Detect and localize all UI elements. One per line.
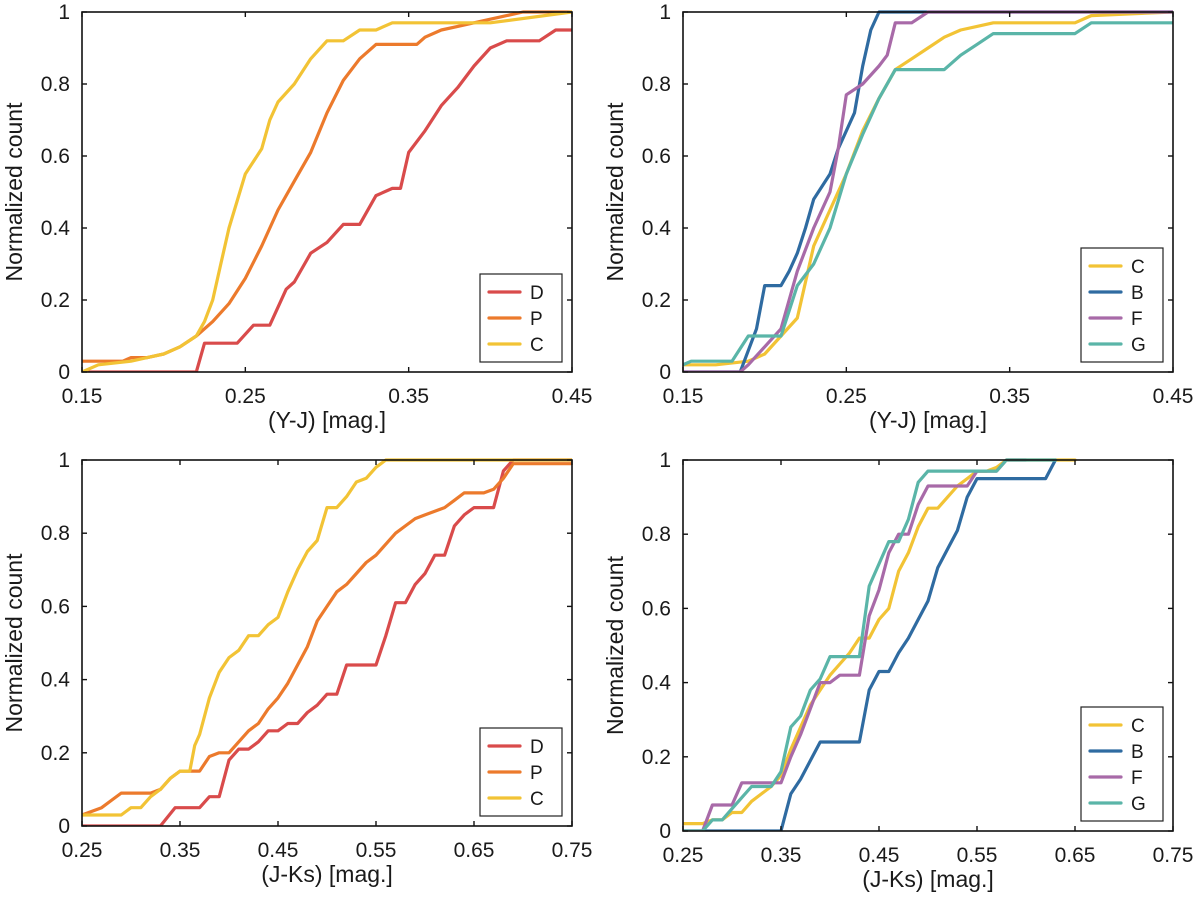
y-tick-label: 0.6: [41, 595, 70, 618]
x-tick-label: 0.45: [859, 844, 900, 867]
plot-frame: [682, 11, 1174, 373]
y-tick-label: 0.8: [642, 523, 671, 546]
x-tick-label: 0.65: [454, 839, 495, 862]
x-tick-label: 0.55: [957, 844, 998, 867]
series-line-D: [82, 28, 572, 372]
x-tick-label: 0.35: [761, 844, 802, 867]
legend-label-C: C: [1131, 716, 1145, 737]
series-group: [82, 458, 572, 826]
x-tick-label: 0.55: [356, 839, 397, 862]
x-tick-label: 0.25: [663, 844, 704, 867]
x-tick-label: 0.25: [225, 385, 266, 408]
chart-top-right: 0.15 0.25 0.35 0.45 0 0.2 0.4 0.6 0.8 1 (Y-J) [mag…: [602, 1, 1193, 433]
y-tick-label: 0.6: [642, 597, 671, 620]
x-axis-label: (J-Ks) [mag.]: [261, 861, 393, 887]
legend-label-C: C: [1131, 257, 1145, 278]
legend-label-P: P: [530, 309, 543, 330]
series-line-C: [683, 458, 1077, 826]
y-tick-label: 0.2: [642, 746, 671, 769]
series-line-G: [683, 21, 1173, 367]
series-line-G: [683, 458, 1057, 831]
x-tick-label: 0.35: [160, 839, 201, 862]
series-line-C: [82, 458, 572, 817]
y-tick-label: 0.4: [642, 672, 672, 695]
x-tick-label: 0.75: [1153, 844, 1194, 867]
series-group: [82, 10, 572, 372]
y-tick-label: 0.6: [642, 145, 671, 168]
y-tick-label: 0: [58, 815, 70, 838]
plot-frame: [81, 459, 573, 827]
x-tick-label: 0.45: [258, 839, 299, 862]
y-tick-label: 0.2: [41, 289, 70, 312]
legend-label-D: D: [530, 737, 544, 758]
y-tick-label: 0.8: [41, 522, 70, 545]
series-line-B: [683, 10, 1173, 372]
legend-label-B: B: [1131, 742, 1144, 763]
y-axis-label: Normalized count: [602, 555, 628, 735]
legend-label-D: D: [530, 283, 544, 304]
y-tick-label: 0.4: [642, 217, 672, 240]
plot-frame: [81, 11, 573, 373]
y-tick-label: 0.8: [41, 73, 70, 96]
y-tick-label: 1: [659, 449, 671, 472]
x-tick-label: 0.25: [826, 385, 867, 408]
y-tick-label: 0.2: [642, 289, 671, 312]
y-axis-label: Normalized count: [1, 553, 27, 733]
y-tick-label: 0: [58, 361, 70, 384]
x-axis-label: (Y-J) [mag.]: [268, 407, 386, 433]
series-group: [683, 458, 1077, 831]
y-tick-label: 0.4: [41, 217, 71, 240]
y-tick-label: 0.2: [41, 742, 70, 765]
y-tick-label: 0.4: [41, 669, 71, 692]
series-line-C: [82, 10, 572, 372]
chart-top-left: 0.15 0.25 0.35 0.45 0 0.2 0.4 0.6 0.8 1 (Y-J) [mag…: [1, 1, 592, 433]
x-tick-label: 0.75: [552, 839, 593, 862]
legend-label-P: P: [530, 763, 543, 784]
x-tick-label: 0.45: [1153, 385, 1194, 408]
x-tick-label: 0.25: [62, 839, 103, 862]
y-axis-label: Normalized count: [602, 102, 628, 282]
y-tick-label: 0: [659, 361, 671, 384]
series-line-F: [683, 458, 1028, 831]
x-tick-label: 0.35: [989, 385, 1030, 408]
y-axis-label: Normalized count: [1, 102, 27, 282]
legend: DPC: [479, 273, 563, 363]
x-tick-label: 0.35: [388, 385, 429, 408]
series-group: [683, 10, 1173, 372]
legend-label-C: C: [530, 335, 544, 356]
y-tick-label: 0: [659, 820, 671, 843]
x-tick-label: 0.15: [663, 385, 704, 408]
legend-label-C: C: [530, 789, 544, 810]
legend-label-G: G: [1131, 335, 1146, 356]
y-tick-label: 1: [58, 449, 70, 472]
x-tick-label: 0.65: [1055, 844, 1096, 867]
series-line-F: [683, 10, 1173, 372]
chart-bottom-left: 0.25 0.35 0.45 0.55 0.65 0.75 0 0.2 0.4 0.6 0.8 1 (J…: [1, 449, 592, 887]
legend-label-F: F: [1131, 768, 1143, 789]
legend-label-G: G: [1131, 794, 1146, 815]
y-tick-label: 1: [58, 1, 70, 24]
y-tick-label: 1: [659, 1, 671, 24]
x-axis-label: (J-Ks) [mag.]: [862, 866, 994, 892]
x-tick-label: 0.15: [62, 385, 103, 408]
chart-bottom-right: 0.25 0.35 0.45 0.55 0.65 0.75 0 0.2 0.4 0.6 0.8 1 (J…: [602, 449, 1193, 892]
x-tick-label: 0.45: [552, 385, 593, 408]
y-tick-label: 0.8: [642, 73, 671, 96]
legend-label-B: B: [1131, 283, 1144, 304]
legend-label-F: F: [1131, 309, 1143, 330]
y-tick-label: 0.6: [41, 145, 70, 168]
series-line-B: [683, 458, 1057, 831]
series-line-D: [82, 458, 572, 826]
legend: DPC: [479, 727, 563, 817]
plot-frame: [682, 459, 1174, 832]
x-axis-label: (Y-J) [mag.]: [869, 407, 987, 433]
